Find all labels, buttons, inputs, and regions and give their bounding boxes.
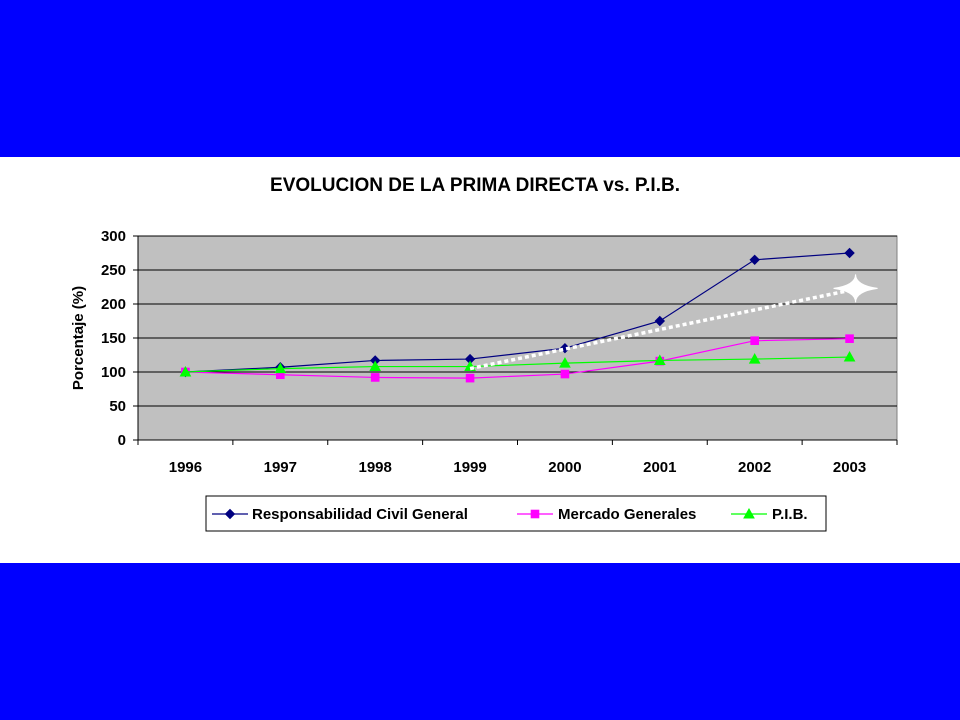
data-point (843, 351, 856, 362)
y-tick-label: 150 (101, 330, 126, 347)
x-tick-label: 2003 (833, 459, 866, 476)
data-point (749, 254, 760, 266)
axes (133, 235, 898, 445)
y-tick-label: 200 (101, 296, 126, 313)
x-tick-label: 1999 (453, 459, 486, 476)
y-tick-label: 0 (118, 432, 126, 449)
data-point (465, 373, 475, 383)
y-tick-label: 250 (101, 262, 126, 279)
data-point (369, 360, 382, 372)
data-point (844, 247, 855, 259)
trend-annotation (469, 274, 878, 371)
legend-box (205, 495, 827, 532)
series-group (179, 247, 856, 383)
data-point (748, 353, 761, 364)
data-point (654, 315, 666, 327)
gridlines (138, 235, 897, 407)
data-point (559, 357, 571, 368)
bottom-blue-band (0, 563, 960, 720)
legend-marker (743, 507, 755, 519)
data-point (179, 365, 192, 377)
series-line (185, 356, 850, 373)
top-blue-band (0, 0, 960, 157)
legend: Responsabilidad Civil General Mercado Gen… (212, 506, 808, 523)
data-point (653, 354, 666, 365)
x-tick-label: 2000 (548, 459, 581, 476)
x-tick-label: 1998 (359, 459, 392, 476)
data-point (845, 334, 854, 343)
legend-marker (224, 508, 236, 520)
trend-line (469, 288, 850, 371)
y-tick-label: 100 (101, 364, 126, 381)
y-tick-label: 50 (109, 398, 126, 415)
legend-label: Responsabilidad Civil General (252, 506, 468, 523)
star-icon (833, 274, 878, 303)
x-tick-label: 2001 (643, 459, 676, 476)
data-point (274, 362, 287, 374)
x-tick-label: 1996 (169, 459, 202, 476)
chart-title: EVOLUCION DE LA PRIMA DIRECTA vs. P.I.B. (270, 175, 680, 196)
y-tick-label: 300 (101, 228, 126, 245)
x-tick-labels: 1996 1997 1998 1999 2000 2001 2002 2003 (169, 459, 867, 476)
series-line (185, 338, 850, 379)
legend-marker (530, 509, 540, 519)
data-point (370, 373, 380, 382)
y-axis-label: Porcentaje (%) (70, 286, 87, 390)
x-tick-label: 1997 (264, 459, 297, 476)
data-point (560, 369, 570, 379)
legend-label: Mercado Generales (558, 506, 696, 523)
x-tick-label: 2002 (738, 459, 771, 476)
series-line (185, 252, 850, 373)
data-point (750, 336, 759, 346)
legend-label: P.I.B. (772, 506, 808, 523)
y-tick-labels: 0 50 100 150 200 250 300 (101, 228, 126, 449)
